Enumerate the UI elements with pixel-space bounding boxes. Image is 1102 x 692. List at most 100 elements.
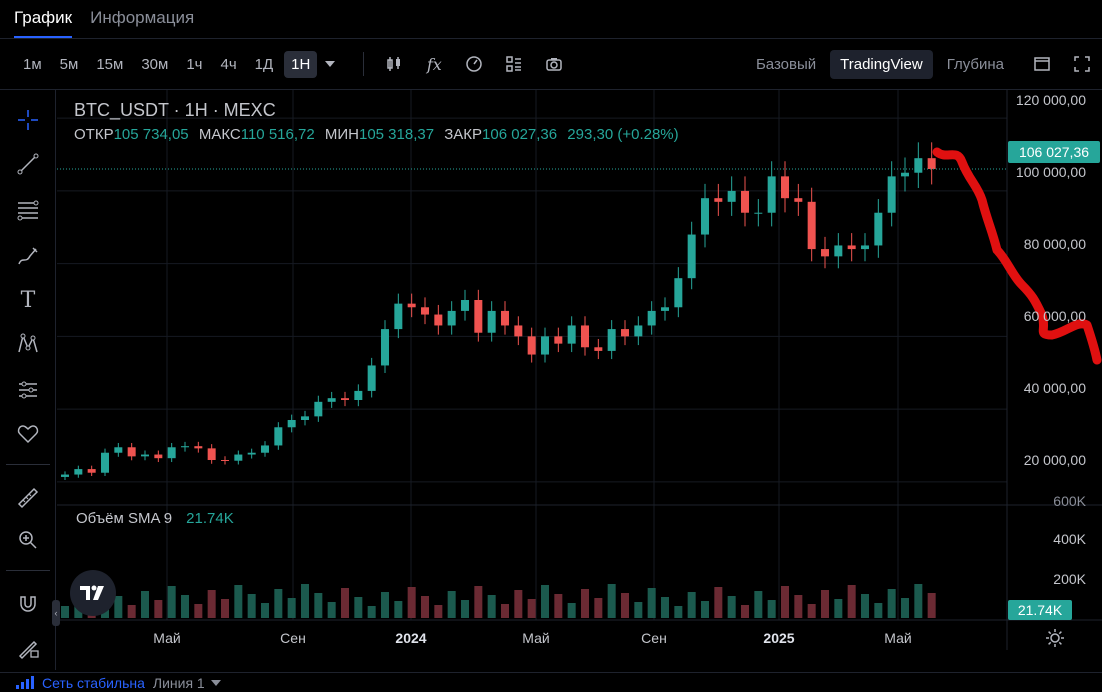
volume-bar (607, 584, 616, 618)
timeframe-button[interactable]: 1Д (254, 55, 274, 73)
volume-bar (421, 596, 429, 618)
volume-bar (674, 606, 683, 618)
brush-icon[interactable] (8, 238, 48, 274)
candle-body (61, 474, 69, 477)
candle-body (127, 447, 136, 457)
ruler-icon[interactable] (8, 480, 48, 516)
candle-body (287, 420, 296, 428)
pattern-icon[interactable] (8, 326, 48, 362)
layout-grid-icon[interactable] (494, 49, 534, 79)
candle-body (194, 446, 203, 449)
volume-bar (141, 591, 149, 618)
time-tick: Май (153, 630, 181, 646)
open-value: 105 734,05 (113, 126, 189, 143)
candle-body (901, 172, 909, 177)
candle-body (74, 469, 83, 475)
candle-body (221, 460, 229, 461)
tabs-divider (0, 38, 1102, 39)
volume-tick: 400K (1053, 531, 1086, 547)
view-button[interactable]: Глубина (946, 55, 1004, 73)
candle-body (421, 307, 429, 315)
volume-bar (767, 600, 776, 618)
timeframe-list: 1м 5м 15м 30м 1ч 4ч 1Д 1Н (12, 50, 318, 78)
collapse-handle-icon[interactable]: ‹ (52, 600, 60, 626)
time-tick: Сен (641, 630, 667, 646)
volume-bar (474, 586, 483, 618)
fib-retracement-icon[interactable] (8, 192, 48, 228)
view-button[interactable]: TradingView (830, 49, 933, 79)
speedometer-icon[interactable] (454, 49, 494, 79)
candle-body (861, 245, 869, 250)
line-selector[interactable]: Линия 1 (152, 674, 205, 691)
volume-bar (714, 587, 723, 618)
candle-body (367, 365, 376, 391)
settings-icon[interactable] (1044, 627, 1066, 649)
volume-bar (447, 591, 456, 618)
crosshair-icon[interactable] (8, 102, 48, 138)
candle-body (794, 198, 803, 202)
time-tick: 2024 (395, 630, 427, 646)
chart-symbol-title: BTC_USDT · 1Н · MEXC (74, 100, 276, 120)
tradingview-logo (70, 570, 116, 616)
chevron-down-icon[interactable] (210, 679, 221, 686)
magnet-icon[interactable] (8, 586, 48, 622)
volume-bar (914, 584, 923, 618)
candle-body (381, 329, 389, 366)
volume-bar (261, 603, 269, 618)
view-button[interactable]: Базовый (755, 55, 817, 73)
trend-line-icon[interactable] (8, 146, 48, 182)
candle-body (407, 303, 416, 308)
candle-body (567, 325, 576, 344)
candle-body (207, 448, 216, 460)
price-tick: 40 000,00 (1023, 380, 1086, 396)
indicators-icon[interactable]: fx (426, 54, 442, 74)
zoom-icon[interactable] (8, 522, 48, 558)
heart-icon[interactable] (8, 416, 48, 452)
window-icon[interactable] (1022, 49, 1062, 79)
volume-bar (727, 596, 736, 618)
volume-bar (834, 599, 843, 618)
candle-body (687, 234, 696, 279)
timeframe-button[interactable]: 1ч (186, 55, 203, 73)
volume-legend: Объём SMA 9 21.74K (76, 510, 234, 527)
price-chart[interactable] (57, 90, 1102, 650)
volume-bar (301, 584, 309, 618)
open-label: ОТКР (74, 126, 114, 143)
volume-bar (367, 606, 376, 618)
timeframe-button[interactable]: 1м (23, 55, 42, 73)
price-tick: 100 000,00 (1015, 164, 1086, 180)
candle-body (114, 447, 123, 453)
price-tick: 60 000,00 (1023, 308, 1086, 324)
tab-info[interactable]: Информация (90, 8, 195, 27)
volume-bar (661, 597, 669, 618)
candle-body (554, 336, 563, 344)
timeframe-button[interactable]: 30м (141, 55, 169, 73)
lock-drawings-icon[interactable] (8, 630, 48, 666)
prediction-icon[interactable] (8, 372, 48, 408)
timeframe-button[interactable]: 4ч (220, 55, 237, 73)
time-tick: 2025 (763, 630, 795, 646)
camera-icon[interactable] (534, 49, 574, 79)
volume-bar (181, 595, 189, 618)
low-value: 105 318,37 (358, 126, 435, 143)
view-switcher: Базовый TradingView Глубина (742, 49, 1014, 79)
candle-body (741, 190, 749, 213)
tab-chart[interactable]: График (14, 8, 73, 38)
candle-body (261, 445, 269, 453)
volume-bar (434, 605, 443, 618)
timeframe-button[interactable]: 1Н (284, 50, 318, 78)
candle-body (874, 212, 883, 246)
timeframe-button[interactable]: 15м (96, 55, 124, 73)
volume-bar (407, 587, 416, 618)
volume-bar (194, 604, 203, 618)
timeframe-dropdown-icon[interactable] (325, 61, 336, 67)
candle-body (674, 278, 683, 308)
candle-body (527, 336, 536, 355)
fullscreen-icon[interactable] (1062, 49, 1102, 79)
candle-body (727, 190, 736, 202)
text-tool-icon[interactable]: T (20, 287, 36, 313)
candles-icon[interactable] (374, 49, 414, 79)
change-value: 293,30 (+0.28%) (567, 126, 679, 143)
timeframe-button[interactable]: 5м (59, 55, 79, 73)
candle-body (767, 176, 776, 213)
